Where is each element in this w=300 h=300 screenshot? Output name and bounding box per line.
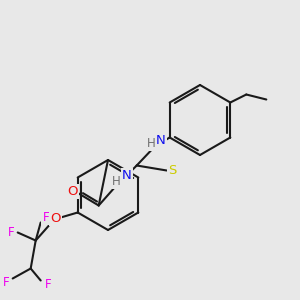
Text: F: F [42,211,49,224]
Text: N: N [122,169,132,182]
Text: O: O [68,185,78,198]
Text: F: F [2,276,9,289]
Text: N: N [156,134,166,147]
Text: S: S [169,164,177,177]
Text: H: H [147,137,156,150]
Text: F: F [8,226,14,239]
Text: O: O [50,212,61,225]
Text: H: H [112,175,121,188]
Text: F: F [44,278,51,291]
